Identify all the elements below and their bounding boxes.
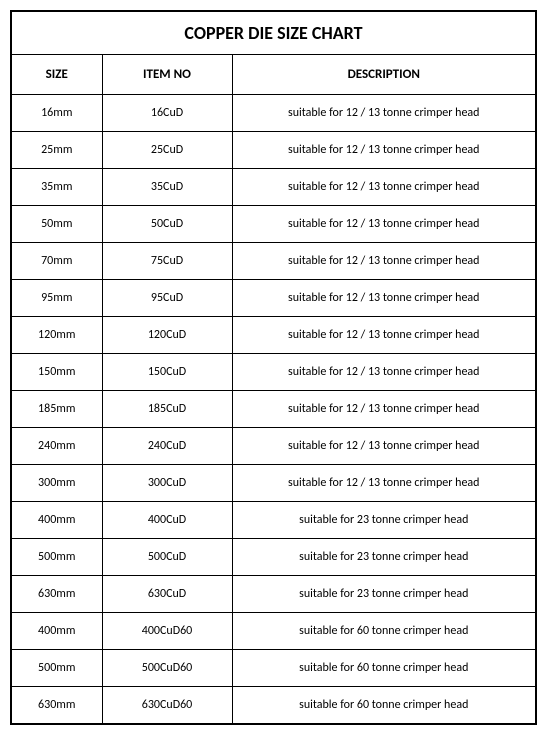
cell-item: 630CuD: [102, 576, 232, 613]
die-size-chart: COPPER DIE SIZE CHART SIZE ITEM NO DESCR…: [10, 10, 537, 725]
table-row: 240mm240CuDsuitable for 12 / 13 tonne cr…: [12, 428, 535, 465]
cell-size: 185mm: [12, 391, 102, 428]
table-row: 150mm150CuDsuitable for 12 / 13 tonne cr…: [12, 354, 535, 391]
cell-item: 630CuD60: [102, 687, 232, 724]
cell-item: 95CuD: [102, 280, 232, 317]
cell-desc: suitable for 12 / 13 tonne crimper head: [232, 354, 535, 391]
cell-desc: suitable for 12 / 13 tonne crimper head: [232, 95, 535, 132]
cell-item: 25CuD: [102, 132, 232, 169]
cell-desc: suitable for 12 / 13 tonne crimper head: [232, 206, 535, 243]
cell-desc: suitable for 60 tonne crimper head: [232, 650, 535, 687]
cell-item: 150CuD: [102, 354, 232, 391]
table-row: 400mm400CuD60suitable for 60 tonne crimp…: [12, 613, 535, 650]
cell-item: 300CuD: [102, 465, 232, 502]
cell-item: 16CuD: [102, 95, 232, 132]
cell-desc: suitable for 12 / 13 tonne crimper head: [232, 465, 535, 502]
table-row: 185mm185CuDsuitable for 12 / 13 tonne cr…: [12, 391, 535, 428]
table-row: 16mm16CuDsuitable for 12 / 13 tonne crim…: [12, 95, 535, 132]
cell-desc: suitable for 12 / 13 tonne crimper head: [232, 243, 535, 280]
cell-size: 35mm: [12, 169, 102, 206]
cell-size: 500mm: [12, 539, 102, 576]
header-row: SIZE ITEM NO DESCRIPTION: [12, 55, 535, 95]
cell-desc: suitable for 12 / 13 tonne crimper head: [232, 317, 535, 354]
cell-size: 240mm: [12, 428, 102, 465]
cell-desc: suitable for 12 / 13 tonne crimper head: [232, 428, 535, 465]
cell-item: 400CuD60: [102, 613, 232, 650]
cell-item: 35CuD: [102, 169, 232, 206]
table-row: 400mm400CuDsuitable for 23 tonne crimper…: [12, 502, 535, 539]
cell-size: 300mm: [12, 465, 102, 502]
table-row: 500mm500CuD60suitable for 60 tonne crimp…: [12, 650, 535, 687]
cell-size: 500mm: [12, 650, 102, 687]
cell-desc: suitable for 12 / 13 tonne crimper head: [232, 132, 535, 169]
cell-desc: suitable for 23 tonne crimper head: [232, 539, 535, 576]
cell-item: 75CuD: [102, 243, 232, 280]
cell-size: 120mm: [12, 317, 102, 354]
cell-size: 630mm: [12, 687, 102, 724]
table-row: 95mm95CuDsuitable for 12 / 13 tonne crim…: [12, 280, 535, 317]
cell-size: 400mm: [12, 613, 102, 650]
cell-desc: suitable for 23 tonne crimper head: [232, 502, 535, 539]
table-row: 50mm50CuDsuitable for 12 / 13 tonne crim…: [12, 206, 535, 243]
cell-desc: suitable for 23 tonne crimper head: [232, 576, 535, 613]
cell-desc: suitable for 12 / 13 tonne crimper head: [232, 169, 535, 206]
table-row: 70mm75CuDsuitable for 12 / 13 tonne crim…: [12, 243, 535, 280]
cell-size: 95mm: [12, 280, 102, 317]
cell-size: 400mm: [12, 502, 102, 539]
table-row: 25mm25CuDsuitable for 12 / 13 tonne crim…: [12, 132, 535, 169]
header-item: ITEM NO: [102, 55, 232, 95]
table-row: 35mm35CuDsuitable for 12 / 13 tonne crim…: [12, 169, 535, 206]
cell-item: 240CuD: [102, 428, 232, 465]
table-row: 500mm500CuDsuitable for 23 tonne crimper…: [12, 539, 535, 576]
cell-desc: suitable for 12 / 13 tonne crimper head: [232, 280, 535, 317]
cell-item: 500CuD: [102, 539, 232, 576]
cell-item: 500CuD60: [102, 650, 232, 687]
cell-item: 120CuD: [102, 317, 232, 354]
cell-size: 25mm: [12, 132, 102, 169]
table-row: 120mm120CuDsuitable for 12 / 13 tonne cr…: [12, 317, 535, 354]
cell-item: 400CuD: [102, 502, 232, 539]
cell-size: 50mm: [12, 206, 102, 243]
table-row: 630mm630CuDsuitable for 23 tonne crimper…: [12, 576, 535, 613]
cell-desc: suitable for 60 tonne crimper head: [232, 613, 535, 650]
cell-size: 630mm: [12, 576, 102, 613]
header-desc: DESCRIPTION: [232, 55, 535, 95]
cell-desc: suitable for 60 tonne crimper head: [232, 687, 535, 724]
chart-table: SIZE ITEM NO DESCRIPTION 16mm16CuDsuitab…: [12, 55, 535, 723]
table-row: 630mm630CuD60suitable for 60 tonne crimp…: [12, 687, 535, 724]
cell-item: 185CuD: [102, 391, 232, 428]
table-row: 300mm300CuDsuitable for 12 / 13 tonne cr…: [12, 465, 535, 502]
cell-size: 16mm: [12, 95, 102, 132]
header-size: SIZE: [12, 55, 102, 95]
cell-item: 50CuD: [102, 206, 232, 243]
chart-title: COPPER DIE SIZE CHART: [12, 12, 535, 55]
cell-size: 150mm: [12, 354, 102, 391]
cell-size: 70mm: [12, 243, 102, 280]
cell-desc: suitable for 12 / 13 tonne crimper head: [232, 391, 535, 428]
